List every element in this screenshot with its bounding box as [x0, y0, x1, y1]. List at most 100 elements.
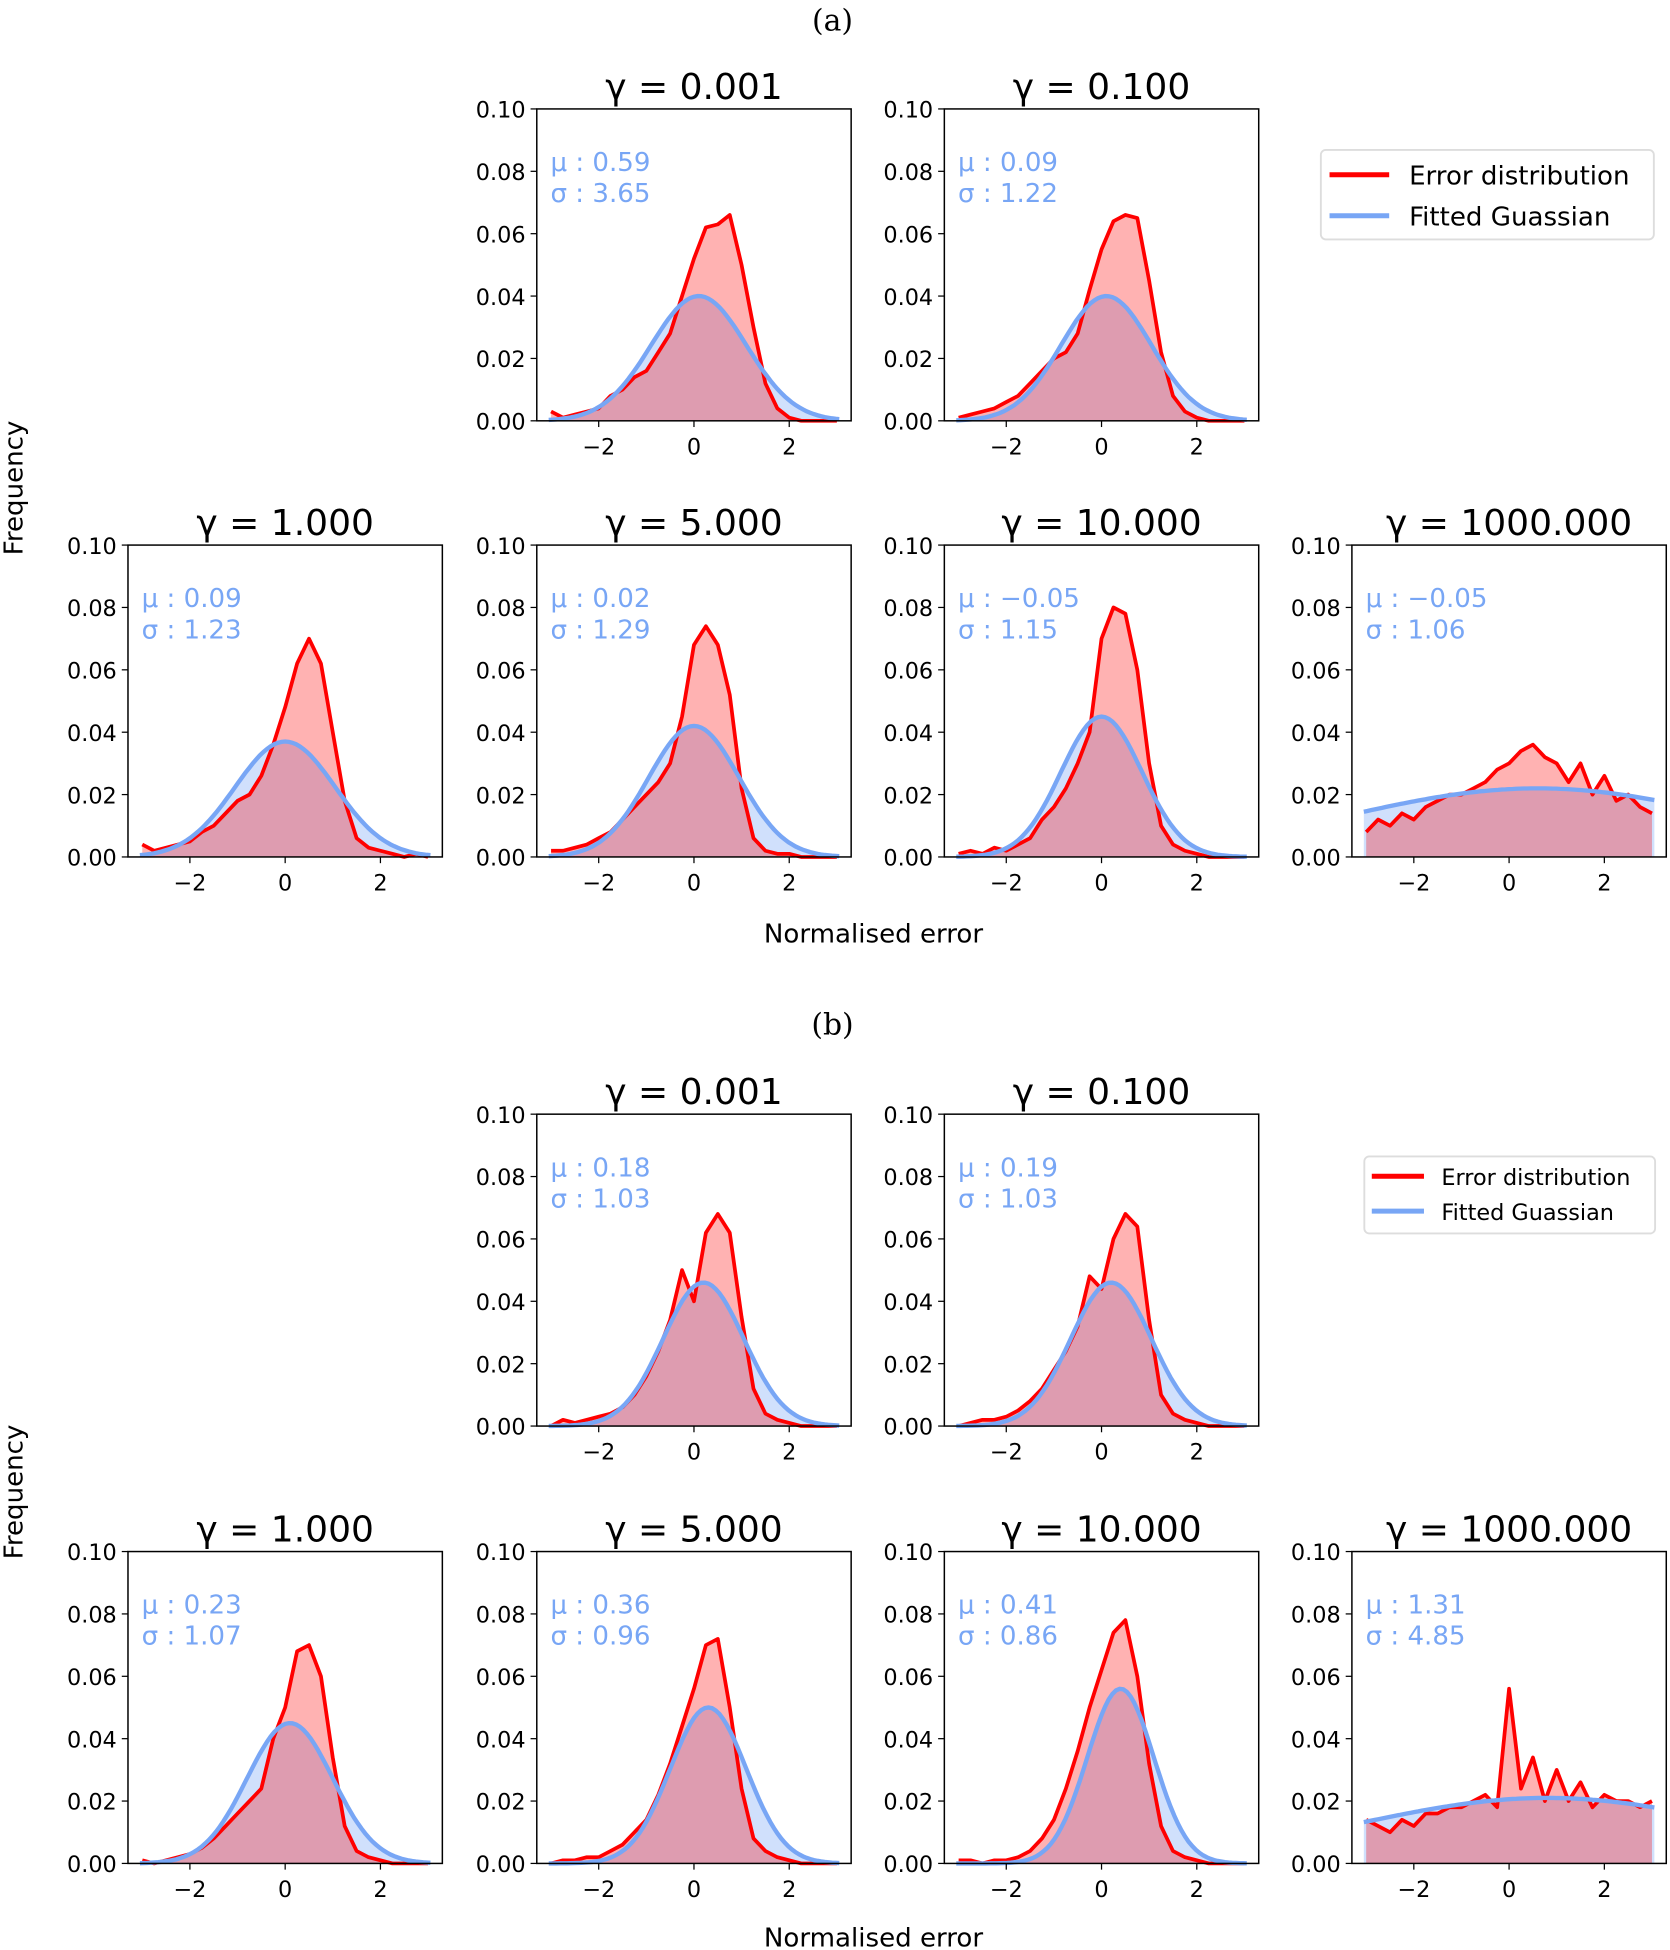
- x-tick-label: 2: [782, 1440, 796, 1466]
- y-tick-label: 0.08: [476, 160, 526, 186]
- subplot: 0.00 0.02 0.04 0.06 0.08 0.10 −2 0 2 γ = 1000.000…: [1291, 1510, 1668, 1903]
- x-tick-label: 0: [1094, 1440, 1108, 1466]
- y-tick-label: 0.06: [1291, 1665, 1341, 1691]
- y-tick-label: 0.04: [476, 721, 526, 747]
- x-tick-label: −2: [1397, 871, 1430, 897]
- error-line: [958, 605, 1245, 859]
- y-tick-label: 0.02: [1291, 1790, 1341, 1816]
- y-tick-label: 0.02: [1291, 783, 1341, 809]
- subplot: 0.00 0.02 0.04 0.06 0.08 0.10 −2 0 2 γ = 1.000 μ :…: [67, 1510, 444, 1903]
- error-line: [1364, 742, 1653, 834]
- y-tick-label: 0.06: [67, 659, 117, 685]
- x-tick-label: 0: [1502, 1877, 1516, 1903]
- error-line: [550, 1212, 837, 1428]
- y-tick-label: 0.10: [476, 1103, 526, 1129]
- mu-annotation: μ : 0.09: [142, 584, 242, 614]
- x-tick-label: 2: [1190, 434, 1204, 460]
- subplot: 0.00 0.02 0.04 0.06 0.08 0.10 −2 0 2 γ = 0.100 μ :…: [883, 1072, 1260, 1466]
- figure-label-b: (b): [811, 1008, 853, 1043]
- error-area: [142, 1645, 429, 1864]
- y-tick-label: 0.02: [476, 347, 526, 373]
- x-tick-label: 0: [687, 434, 701, 460]
- mu-annotation: μ : 0.19: [958, 1153, 1058, 1183]
- x-tick-label: −2: [1397, 1877, 1430, 1903]
- y-tick-label: 0.02: [883, 1352, 933, 1378]
- sigma-annotation: σ : 1.15: [958, 615, 1058, 645]
- y-tick-label: 0.00: [476, 846, 526, 872]
- x-axis-label-a: Normalised error: [764, 920, 983, 950]
- x-tick-label: −2: [582, 434, 615, 460]
- y-tick-label: 0.02: [883, 783, 933, 809]
- sigma-annotation: σ : 3.65: [550, 179, 650, 209]
- y-tick-label: 0.02: [476, 783, 526, 809]
- subplot: 0.00 0.02 0.04 0.06 0.08 0.10 −2 0 2 γ = 0.001 μ :…: [476, 67, 852, 460]
- x-tick-label: −2: [990, 434, 1023, 460]
- x-tick-label: −2: [990, 1877, 1023, 1903]
- fit-line: [956, 293, 1247, 423]
- subplot: 0.00 0.02 0.04 0.06 0.08 0.10 −2 0 2 γ = 1000.000…: [1291, 503, 1668, 897]
- y-tick-label: 0.04: [67, 1727, 117, 1753]
- y-tick-label: 0.08: [476, 1165, 526, 1191]
- error-line: [1365, 1686, 1653, 1835]
- sigma-annotation: σ : 1.07: [142, 1622, 242, 1652]
- y-tick-label: 0.10: [1291, 1540, 1341, 1566]
- y-tick-label: 0.10: [883, 1103, 933, 1129]
- y-tick-label: 0.06: [476, 1228, 526, 1254]
- subplot-title: γ = 10.000: [1001, 1510, 1201, 1551]
- y-tick-label: 0.08: [67, 1603, 117, 1629]
- y-tick-label: 0.08: [883, 1165, 933, 1191]
- x-tick-label: 0: [687, 1877, 701, 1903]
- y-axis-label-a: Frequency: [0, 421, 29, 556]
- subplot: 0.00 0.02 0.04 0.06 0.08 0.10 −2 0 2 γ = 10.000 μ …: [883, 503, 1260, 897]
- error-line: [958, 1618, 1245, 1866]
- x-tick-label: 0: [687, 871, 701, 897]
- y-tick-label: 0.00: [67, 846, 117, 872]
- y-axis-label-b: Frequency: [0, 1425, 29, 1560]
- subplot: 0.00 0.02 0.04 0.06 0.08 0.10 −2 0 2 γ = 5.000 μ :…: [476, 503, 852, 897]
- x-tick-label: 0: [278, 1877, 292, 1903]
- fit-area: [548, 725, 840, 857]
- y-tick-label: 0.08: [1291, 1603, 1341, 1629]
- y-tick-label: 0.02: [67, 783, 117, 809]
- x-tick-label: 2: [782, 871, 796, 897]
- x-tick-label: −2: [173, 1877, 206, 1903]
- x-tick-label: 0: [1502, 871, 1516, 897]
- error-line: [550, 1637, 837, 1866]
- subplot-title: γ = 5.000: [605, 1510, 782, 1551]
- y-tick-label: 0.06: [883, 659, 933, 685]
- legend-error-label: Error distribution: [1409, 162, 1629, 192]
- x-tick-label: −2: [990, 871, 1023, 897]
- fit-area: [956, 296, 1247, 421]
- y-tick-label: 0.04: [1291, 1727, 1341, 1753]
- subplot-title: γ = 0.001: [605, 1072, 782, 1113]
- error-area: [551, 1638, 837, 1864]
- legend-b: Error distribution Fitted Guassian: [1363, 1155, 1657, 1235]
- y-tick-label: 0.04: [883, 721, 933, 747]
- x-tick-label: 0: [1094, 434, 1108, 460]
- y-tick-label: 0.00: [476, 410, 526, 436]
- x-tick-label: −2: [582, 1877, 615, 1903]
- x-tick-label: 2: [1190, 1440, 1204, 1466]
- subplot-title: γ = 1000.000: [1386, 503, 1632, 544]
- mu-annotation: μ : −0.05: [958, 584, 1080, 614]
- x-tick-label: 2: [373, 1877, 387, 1903]
- subplot: 0.00 0.02 0.04 0.06 0.08 0.10 −2 0 2 γ = 1.000 μ :…: [67, 503, 444, 897]
- y-tick-label: 0.10: [883, 98, 933, 124]
- x-axis-label-b: Normalised error: [764, 1924, 983, 1950]
- fit-area: [548, 1707, 840, 1864]
- error-area: [958, 1213, 1245, 1427]
- mu-annotation: μ : 0.59: [550, 148, 650, 178]
- sigma-annotation: σ : 1.03: [550, 1184, 650, 1214]
- legend-error-label: Error distribution: [1441, 1165, 1630, 1191]
- sigma-annotation: σ : 1.22: [958, 179, 1058, 209]
- y-tick-label: 0.04: [476, 1727, 526, 1753]
- y-tick-label: 0.10: [67, 534, 117, 560]
- fit-line: [1363, 1795, 1655, 1825]
- y-tick-label: 0.04: [883, 1727, 933, 1753]
- y-tick-label: 0.08: [883, 596, 933, 622]
- fit-line: [139, 1720, 431, 1866]
- mu-annotation: μ : 0.23: [142, 1591, 242, 1621]
- sigma-annotation: σ : 0.96: [550, 1622, 650, 1652]
- y-tick-label: 0.00: [476, 1852, 526, 1878]
- subplot: 0.00 0.02 0.04 0.06 0.08 0.10 −2 0 2 γ = 5.000 μ :…: [476, 1510, 852, 1903]
